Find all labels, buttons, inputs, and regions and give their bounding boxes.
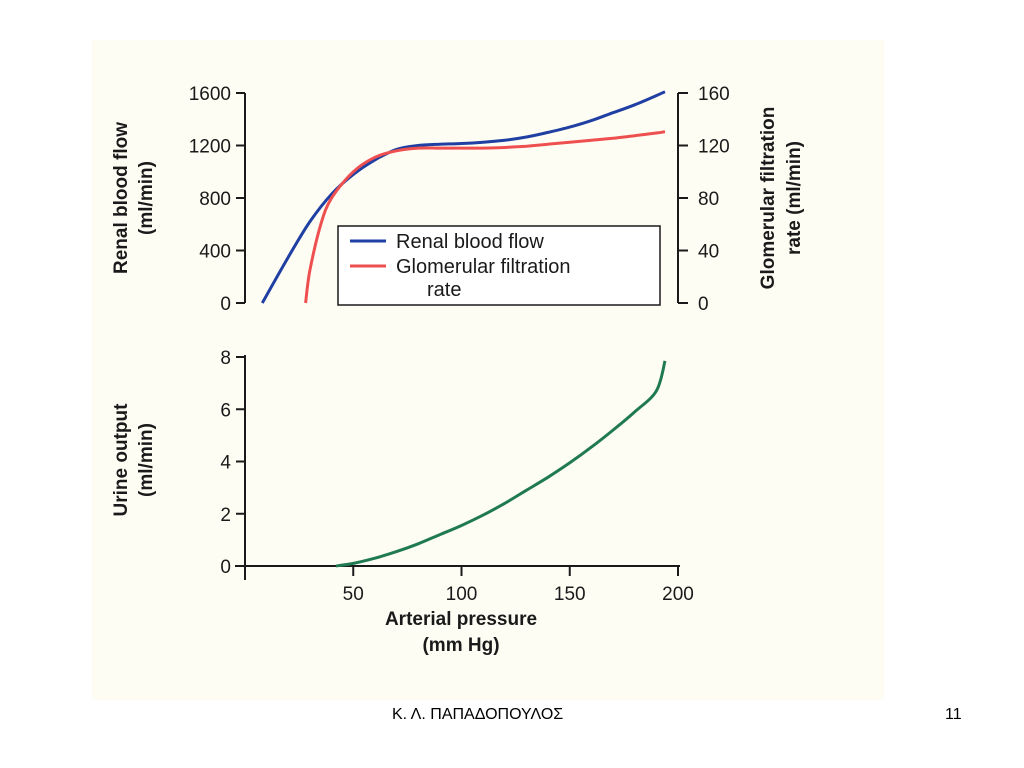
top-right-tick-label: 120 xyxy=(698,137,730,158)
x-axis-title-line2: (mm Hg) xyxy=(422,635,499,656)
top-right-tick-label: 40 xyxy=(698,242,719,263)
top-left-ticks: 0 400 800 1200 1600 xyxy=(189,84,245,315)
x-axis-title-line1: Arterial pressure xyxy=(385,609,537,630)
legend-box xyxy=(337,225,661,306)
bottom-y-axis-title-line2: (ml/min) xyxy=(136,423,157,497)
bottom-y-axis-title-line1: Urine output xyxy=(111,403,132,517)
legend-label-gfr-line1: Glomerular filtration xyxy=(396,256,571,278)
bottom-y-tick-label: 6 xyxy=(220,400,231,421)
x-tick-label: 50 xyxy=(343,584,364,605)
bottom-y-ticks: 0 2 4 6 8 xyxy=(220,348,245,578)
footer-author: Κ. Λ. ΠΑΠΑΔΟΠΟΥΛΟΣ xyxy=(392,706,564,723)
x-tick-label: 100 xyxy=(446,584,478,605)
bottom-y-tick-label: 8 xyxy=(220,348,231,369)
top-right-axis-title-line1: Glomerular filtration xyxy=(758,107,779,290)
top-panel: 0 400 800 1200 1600 0 40 80 120 160 Rena… xyxy=(111,84,805,315)
x-tick-label: 200 xyxy=(662,584,694,605)
top-right-tick-label: 0 xyxy=(698,294,709,315)
bottom-y-tick-label: 2 xyxy=(220,505,231,526)
slide-page-number: 11 xyxy=(945,706,962,723)
gfr-line xyxy=(304,130,666,304)
top-right-tick-label: 80 xyxy=(698,189,719,210)
top-right-tick-label: 160 xyxy=(698,84,730,105)
top-left-tick-label: 1600 xyxy=(189,84,231,105)
x-tick-label: 150 xyxy=(554,584,586,605)
top-left-tick-label: 400 xyxy=(199,242,231,263)
bottom-x-ticks: 50 100 150 200 xyxy=(343,566,694,605)
bottom-y-tick-label: 0 xyxy=(220,557,231,578)
bottom-panel: 0 2 4 6 8 50 100 150 200 Urine output (m… xyxy=(111,348,694,656)
legend: Renal blood flow Glomerular filtration r… xyxy=(337,225,661,306)
top-right-ticks: 0 40 80 120 160 xyxy=(678,84,730,315)
figure-background xyxy=(92,40,884,700)
renal-blood-flow-line xyxy=(260,90,666,304)
top-left-tick-label: 0 xyxy=(220,294,231,315)
top-right-axis-title-line2: rate (ml/min) xyxy=(784,141,805,255)
top-left-axis-title-line2: (ml/min) xyxy=(136,161,157,235)
top-left-tick-label: 1200 xyxy=(189,137,231,158)
legend-label-gfr-line2: rate xyxy=(427,279,461,301)
bottom-y-tick-label: 4 xyxy=(220,453,231,474)
urine-output-line xyxy=(335,360,667,568)
legend-label-renal-blood-flow: Renal blood flow xyxy=(396,231,544,253)
top-left-axis-title-line1: Renal blood flow xyxy=(111,122,132,274)
top-left-tick-label: 800 xyxy=(199,189,231,210)
